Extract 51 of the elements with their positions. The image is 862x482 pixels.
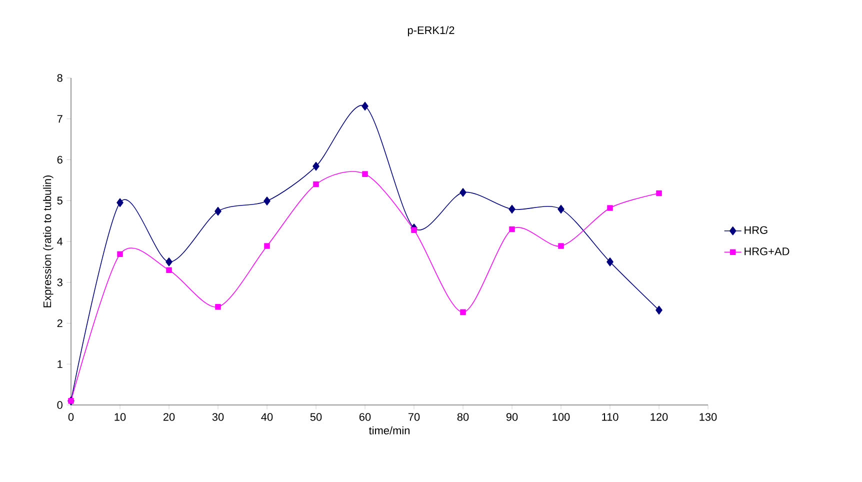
x-tick-label: 110 bbox=[602, 413, 618, 421]
x-tick-label: 30 bbox=[212, 413, 224, 421]
point bbox=[116, 198, 124, 208]
y-tick-label: 1 bbox=[58, 360, 62, 368]
point bbox=[606, 258, 614, 266]
point bbox=[215, 304, 221, 310]
point bbox=[558, 243, 564, 249]
point bbox=[508, 204, 516, 214]
point bbox=[656, 190, 662, 196]
point bbox=[362, 102, 368, 111]
legend-label: HRG+AD bbox=[744, 247, 790, 256]
x-tick-label: 90 bbox=[506, 413, 518, 421]
x-axis-title: time/min bbox=[368, 426, 410, 434]
point bbox=[166, 258, 172, 266]
x-tick-label: 20 bbox=[163, 413, 175, 421]
point bbox=[313, 181, 319, 188]
y-tick-label: 8 bbox=[57, 74, 62, 82]
point bbox=[460, 188, 466, 197]
point bbox=[214, 206, 222, 216]
point bbox=[656, 306, 662, 315]
x-tick-label: 100 bbox=[552, 413, 570, 421]
x-tick-label: 0 bbox=[68, 413, 74, 421]
x-tick-label: 80 bbox=[457, 413, 469, 421]
point bbox=[264, 243, 270, 249]
x-tick-label: 120 bbox=[650, 413, 668, 421]
y-tick-label: 7 bbox=[57, 115, 62, 123]
point bbox=[117, 251, 123, 258]
x-tick-label: 70 bbox=[408, 413, 420, 421]
y-tick-label: 5 bbox=[57, 196, 62, 204]
point bbox=[558, 204, 564, 214]
y-axis-title: Expression (ratio to tubulin) bbox=[43, 176, 54, 308]
x-tick-label: 50 bbox=[310, 413, 322, 421]
point bbox=[312, 162, 320, 171]
y-tick-label: 3 bbox=[57, 278, 62, 286]
y-tick-label: 4 bbox=[57, 238, 63, 246]
x-tick-label: 40 bbox=[261, 413, 273, 421]
point bbox=[362, 171, 368, 177]
chart-title: p-ERK1/2 bbox=[408, 26, 454, 36]
x-tick-label: 60 bbox=[359, 413, 371, 421]
point bbox=[166, 267, 172, 273]
y-tick-label: 2 bbox=[57, 319, 62, 328]
point bbox=[411, 227, 417, 233]
x-tick-label: 10 bbox=[114, 413, 126, 421]
point bbox=[509, 226, 515, 232]
legend-label: HRG bbox=[744, 226, 768, 234]
point bbox=[460, 309, 466, 316]
point bbox=[607, 205, 613, 211]
y-tick-label: 0 bbox=[57, 401, 62, 409]
x-tick-label: 130 bbox=[700, 413, 717, 421]
y-tick-label: 6 bbox=[57, 156, 62, 164]
point bbox=[264, 196, 270, 206]
